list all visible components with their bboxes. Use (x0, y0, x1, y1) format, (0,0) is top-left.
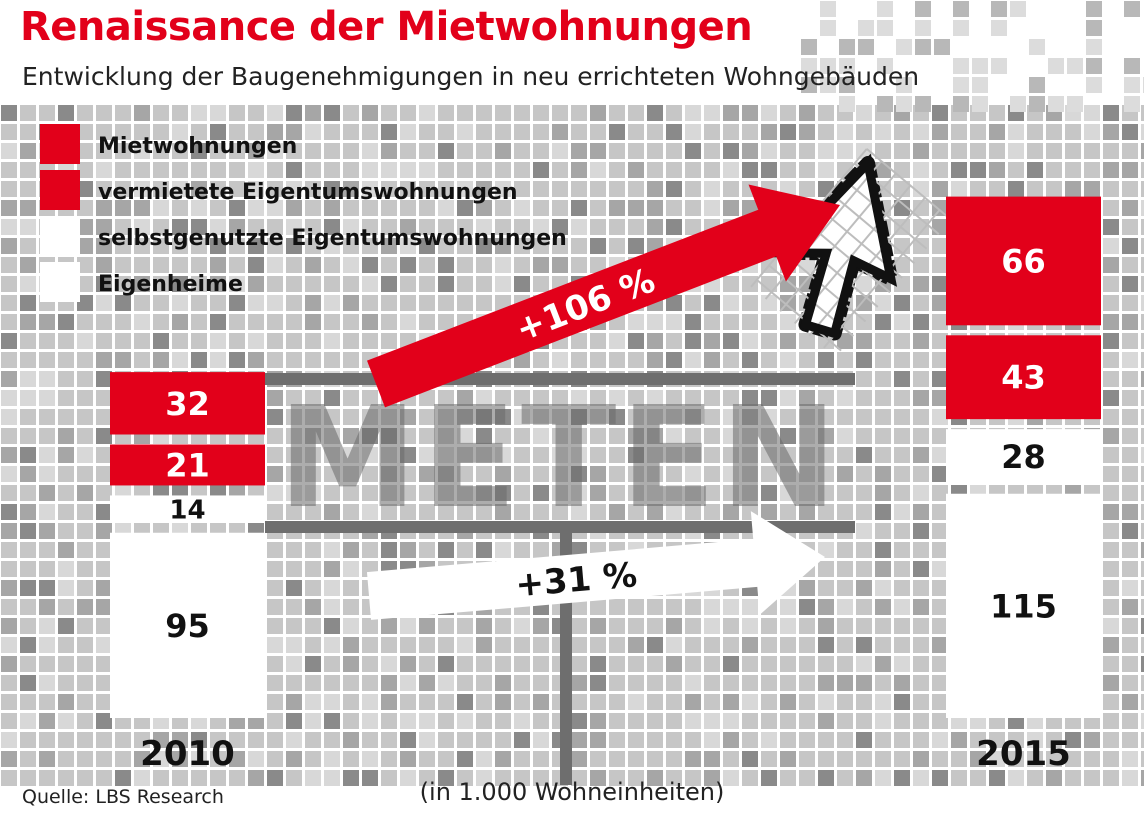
bar-segment (946, 429, 1101, 484)
data-label: 115 (990, 587, 1057, 625)
data-label: 32 (165, 385, 210, 423)
legend-label: vermietete Eigentumswohnungen (98, 180, 518, 205)
bar-segment (946, 493, 1101, 718)
legend-label: Mietwohnungen (98, 134, 297, 159)
background-word: METEN (278, 377, 841, 540)
bar-segment (946, 335, 1101, 420)
legend: Mietwohnungen vermietete Eigentumswohnung… (40, 124, 567, 302)
chart-subtitle: Entwicklung der Baugenehmigungen in neu … (22, 62, 920, 91)
bar-group-2010: 95 14 21 32 2010 (110, 372, 265, 774)
bar-segment (110, 532, 265, 718)
legend-swatch (40, 216, 80, 256)
bar-segment (110, 444, 265, 486)
legend-swatch (40, 262, 80, 302)
legend-label: Eigenheime (98, 272, 243, 297)
data-label: 43 (1001, 359, 1046, 397)
data-label: 14 (169, 495, 205, 525)
bar-segment (110, 372, 265, 435)
chart-title: Renaissance der Mietwohnungen (20, 4, 753, 50)
unit-note: (in 1.000 Wohneinheiten) (419, 778, 725, 806)
category-label: 2015 (976, 734, 1071, 774)
category-label: 2010 (140, 734, 235, 774)
data-label: 28 (1001, 438, 1046, 476)
legend-label: selbstgenutzte Eigentumswohnungen (98, 226, 567, 251)
data-label: 66 (1001, 242, 1046, 280)
bar-group-2015: 115 28 43 66 2015 (946, 196, 1101, 774)
data-label: 95 (165, 607, 210, 645)
arrow-eigentum: +31 % (366, 511, 826, 620)
source-note: Quelle: LBS Research (22, 786, 224, 808)
legend-swatch (40, 170, 80, 210)
bar-segment (946, 196, 1101, 326)
bar-segment (110, 495, 265, 523)
data-label: 21 (165, 446, 210, 484)
header-background (0, 0, 800, 104)
legend-swatch (40, 124, 80, 164)
